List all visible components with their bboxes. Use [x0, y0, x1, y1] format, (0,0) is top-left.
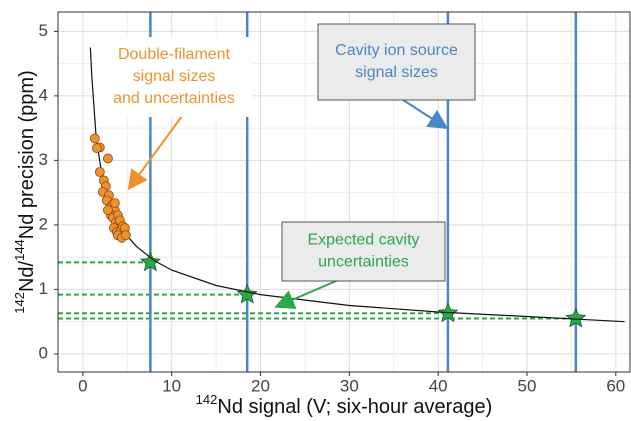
annotation-text: signal sizes [133, 68, 216, 85]
star-point [236, 283, 258, 304]
data-point [92, 143, 102, 154]
annotation-text: Cavity ion source [335, 42, 458, 59]
annotation-text: signal sizes [355, 64, 438, 81]
star-point [565, 307, 587, 328]
annotation-text: Double-filament [118, 46, 231, 63]
y-tick-label: 1 [39, 279, 48, 298]
x-tick-label: 50 [518, 376, 537, 395]
superscript: 144 [12, 239, 27, 261]
label-text: Nd signal (V; six-hour average) [217, 396, 492, 418]
annotation-text: Expected cavity [307, 232, 419, 249]
data-point [109, 198, 120, 208]
x-tick-label: 10 [162, 376, 181, 395]
annotation-text: and uncertainties [113, 90, 235, 107]
y-tick-label: 5 [39, 21, 48, 40]
data-point [94, 167, 105, 177]
x-axis-title: 142Nd signal (V; six-hour average) [196, 392, 493, 418]
x-tick-label: 60 [606, 376, 625, 395]
annotations: Double-filament signal sizes and uncertain… [96, 23, 476, 309]
y-tick-label: 0 [39, 343, 48, 362]
data-point [89, 133, 100, 144]
superscript: 142 [196, 392, 218, 407]
y-tick-label: 3 [39, 150, 48, 169]
x-tick-label: 40 [429, 376, 448, 395]
annotation-arrow [127, 111, 186, 191]
star-point [139, 251, 161, 272]
x-tick-label: 0 [78, 376, 87, 395]
data-point [103, 205, 113, 215]
y-tick-label: 4 [39, 85, 48, 104]
x-tick-label: 30 [340, 376, 359, 395]
x-tick-label: 20 [251, 376, 270, 395]
marks [58, 12, 625, 372]
annotation-text: uncertainties [318, 254, 409, 271]
annotation-box [281, 221, 446, 282]
annotation-box [317, 23, 476, 101]
y-tick-label: 2 [39, 214, 48, 233]
plot-frame [57, 11, 631, 373]
data-point [103, 153, 113, 164]
data-point [120, 230, 131, 241]
y-axis-title: 142Nd/144Nd precision (ppm) [12, 70, 38, 313]
annotation-arrow [399, 97, 449, 130]
annotation-box [96, 37, 252, 117]
label-text: Nd/ [16, 260, 38, 292]
superscript: 142 [12, 292, 27, 314]
label-text: Nd precision (ppm) [16, 70, 38, 239]
